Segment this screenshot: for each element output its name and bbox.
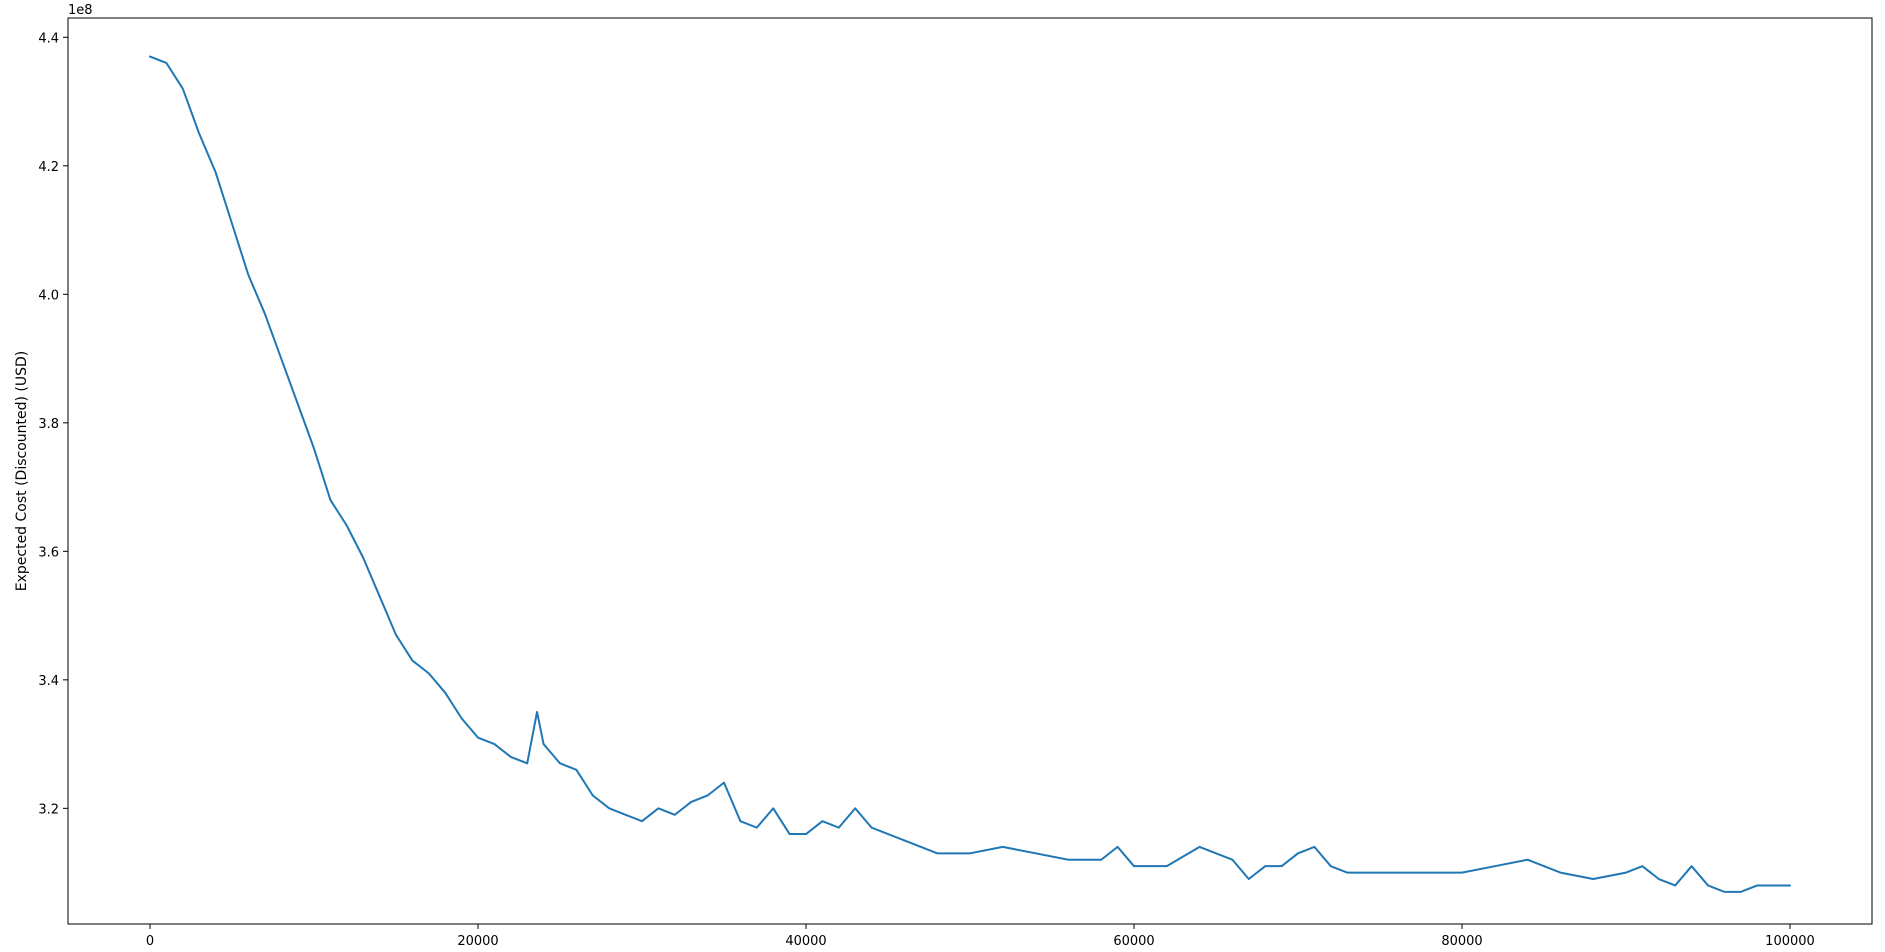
- x-tick-label: 0: [146, 934, 154, 948]
- y-tick-label: 4.4: [38, 31, 59, 46]
- y-axis-label: Expected Cost (Discounted) (USD): [14, 351, 30, 592]
- y-tick-label: 4.0: [38, 288, 59, 303]
- y-tick-label: 3.2: [38, 802, 59, 817]
- plot-frame: [67, 17, 1873, 925]
- x-tick-label: 80000: [1441, 934, 1482, 948]
- x-tick-label: 40000: [785, 934, 826, 948]
- y-tick-label: 4.2: [38, 160, 59, 175]
- y-tick-label: 3.8: [38, 417, 59, 432]
- x-tick-label: 100000: [1765, 934, 1815, 948]
- y-tick-label: 3.6: [38, 545, 59, 560]
- y-offset-text: 1e8: [68, 3, 93, 18]
- ticks-layer: 0 20000 40000 60000 80000 100000 3.2 3.4 3.6 3.8 4…: [38, 31, 1815, 949]
- series-layer: [149, 55, 1791, 893]
- x-tick-label: 60000: [1113, 934, 1154, 948]
- y-tick-label: 3.4: [38, 674, 59, 689]
- series-line-1: [149, 55, 1791, 893]
- x-tick-label: 20000: [457, 934, 498, 948]
